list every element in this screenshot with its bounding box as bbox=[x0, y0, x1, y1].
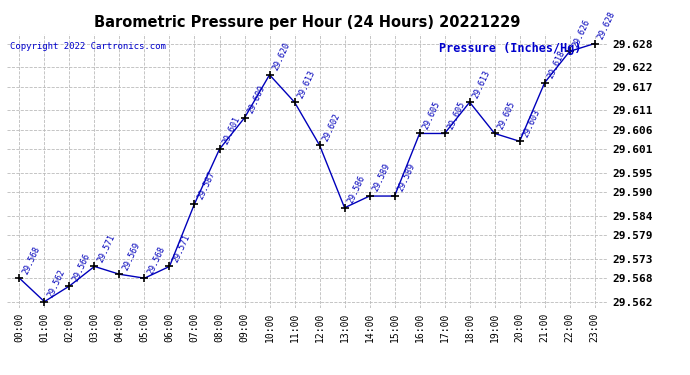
Text: 29.601: 29.601 bbox=[221, 116, 242, 146]
Text: 29.566: 29.566 bbox=[71, 252, 92, 283]
Text: 29.628: 29.628 bbox=[596, 10, 617, 41]
Text: 29.568: 29.568 bbox=[146, 244, 167, 275]
Text: 29.602: 29.602 bbox=[321, 111, 342, 142]
Text: Copyright 2022 Cartronics.com: Copyright 2022 Cartronics.com bbox=[10, 42, 166, 51]
Text: 29.613: 29.613 bbox=[471, 68, 492, 99]
Text: 29.571: 29.571 bbox=[171, 232, 192, 264]
Text: 29.613: 29.613 bbox=[296, 68, 317, 99]
Text: 29.587: 29.587 bbox=[196, 170, 217, 201]
Text: 29.571: 29.571 bbox=[96, 232, 117, 264]
Title: Barometric Pressure per Hour (24 Hours) 20221229: Barometric Pressure per Hour (24 Hours) … bbox=[94, 15, 520, 30]
Text: 29.589: 29.589 bbox=[371, 162, 392, 193]
Text: 29.568: 29.568 bbox=[21, 244, 41, 275]
Text: 29.562: 29.562 bbox=[46, 268, 67, 299]
Text: 29.620: 29.620 bbox=[271, 41, 292, 72]
Text: 29.603: 29.603 bbox=[521, 108, 542, 138]
Text: 29.605: 29.605 bbox=[421, 100, 442, 131]
Text: 29.626: 29.626 bbox=[571, 18, 592, 49]
Text: Pressure (Inches/Hg): Pressure (Inches/Hg) bbox=[439, 42, 582, 55]
Text: 29.618: 29.618 bbox=[546, 49, 567, 80]
Text: 29.605: 29.605 bbox=[496, 100, 517, 131]
Text: 29.586: 29.586 bbox=[346, 174, 367, 205]
Text: 29.569: 29.569 bbox=[121, 240, 141, 272]
Text: 29.605: 29.605 bbox=[446, 100, 467, 131]
Text: 29.609: 29.609 bbox=[246, 84, 267, 115]
Text: 29.589: 29.589 bbox=[396, 162, 417, 193]
